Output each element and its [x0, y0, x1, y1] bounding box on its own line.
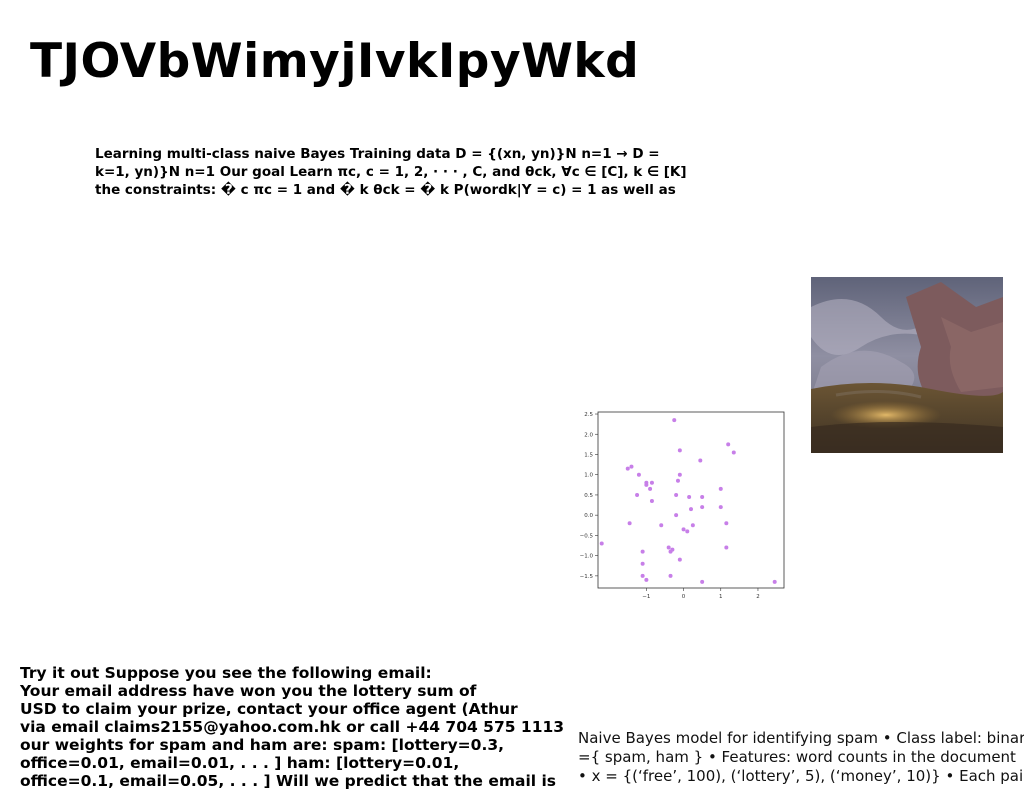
scatter-point — [724, 545, 729, 550]
scatter-point — [674, 492, 679, 497]
scatter-point — [627, 521, 632, 526]
y-tick-label: −1.5 — [580, 574, 594, 580]
email-line-2: Your email address have won you the lott… — [20, 682, 477, 700]
scatter-point — [687, 494, 692, 499]
scatter-point — [700, 579, 705, 584]
y-tick-label: 0.5 — [584, 493, 593, 499]
plot-area-frame — [597, 411, 785, 589]
landscape-painting-image — [811, 277, 1003, 453]
scatter-point — [666, 545, 671, 550]
y-axis-ticks: −1.5 −1.0 −0.5 0.0 0.5 1.0 1.5 2.0 2.5 — [580, 412, 598, 580]
scatter-point — [718, 486, 723, 491]
scatter-point — [648, 486, 653, 491]
y-tick-label: 2.0 — [584, 432, 593, 438]
scatter-point — [700, 505, 705, 510]
x-axis-ticks: −1 0 1 2 — [642, 588, 760, 600]
scatter-point — [625, 466, 630, 471]
x-tick-label: 0 — [682, 594, 686, 600]
scatter-point — [772, 579, 777, 584]
scatter-point — [698, 458, 703, 463]
data-points — [599, 418, 777, 584]
scatter-point — [674, 513, 679, 518]
bayes-line-2: k=1, yn)}N n=1 Our goal Learn πc, c = 1,… — [95, 164, 687, 180]
scatter-point — [690, 523, 695, 528]
y-tick-label: −0.5 — [580, 533, 594, 539]
bayes-line-1: Learning multi-class naive Bayes Trainin… — [95, 146, 660, 162]
scatter-point — [718, 505, 723, 510]
scatter-point — [644, 577, 649, 582]
y-tick-label: −1.0 — [580, 554, 594, 560]
nb-line-1: Naive Bayes model for identifying spam •… — [578, 729, 1024, 747]
x-tick-label: −1 — [642, 594, 650, 600]
scatter-plot: −1.5 −1.0 −0.5 0.0 0.5 1.0 1.5 2.0 2.5 −1 0 1 2 — [575, 405, 790, 605]
scatter-point — [640, 561, 645, 566]
scatter-point — [599, 541, 604, 546]
y-tick-label: 0.0 — [584, 513, 593, 519]
y-tick-label: 2.5 — [584, 412, 593, 418]
scatter-point — [675, 478, 680, 483]
email-line-4: via email claims2155@yahoo.com.hk or cal… — [20, 718, 565, 736]
nb-line-3: • x = {(‘free’, 100), (‘lottery’, 5), (‘… — [578, 767, 1024, 785]
nb-line-2: ={ spam, ham } • Features: word counts i… — [578, 748, 1016, 766]
scatter-point — [670, 547, 675, 552]
email-line-7: office=0.1, email=0.05, . . . ] Will we … — [20, 772, 557, 790]
scatter-point — [689, 507, 693, 512]
email-line-1: Try it out Suppose you see the following… — [20, 664, 432, 682]
scatter-point — [649, 480, 654, 485]
naive-bayes-text-block: Naive Bayes model for identifying spam •… — [578, 729, 1024, 786]
scatter-point — [635, 492, 640, 497]
x-tick-label: 2 — [756, 594, 760, 600]
scatter-point — [659, 523, 664, 528]
scatter-point — [677, 472, 682, 477]
scatter-point — [677, 448, 682, 453]
scatter-point — [681, 527, 686, 532]
scatter-plot-svg: −1.5 −1.0 −0.5 0.0 0.5 1.0 1.5 2.0 2.5 −1 0 1 2 — [580, 411, 785, 600]
email-line-5: our weights for spam and ham are: spam: … — [20, 736, 505, 754]
x-tick-label: 1 — [719, 594, 723, 600]
scatter-point — [672, 418, 677, 423]
email-text-block: Try it out Suppose you see the following… — [20, 664, 580, 790]
bayes-line-3: the constraints: � c πc = 1 and � k θck … — [95, 182, 676, 198]
y-tick-label: 1.5 — [584, 452, 593, 458]
scatter-point — [685, 529, 690, 534]
scatter-point — [649, 499, 654, 504]
scatter-point — [677, 557, 682, 562]
scatter-point — [636, 472, 641, 477]
scatter-point — [629, 464, 634, 469]
scatter-point — [668, 573, 673, 578]
y-tick-label: 1.0 — [584, 473, 593, 479]
email-line-3: USD to claim your prize, contact your of… — [20, 700, 518, 718]
scatter-point — [700, 494, 705, 499]
scatter-point — [724, 521, 729, 526]
scatter-point — [726, 442, 731, 447]
page-title: TJOVbWimyjIvkIpyWkd — [30, 34, 640, 89]
email-line-6: office=0.01, email=0.01, . . . ] ham: [l… — [20, 754, 460, 772]
bayes-text-block: Learning multi-class naive Bayes Trainin… — [95, 145, 715, 199]
scatter-point — [640, 573, 645, 578]
scatter-point — [640, 549, 645, 554]
scatter-point — [731, 450, 736, 455]
scatter-point — [644, 482, 649, 487]
